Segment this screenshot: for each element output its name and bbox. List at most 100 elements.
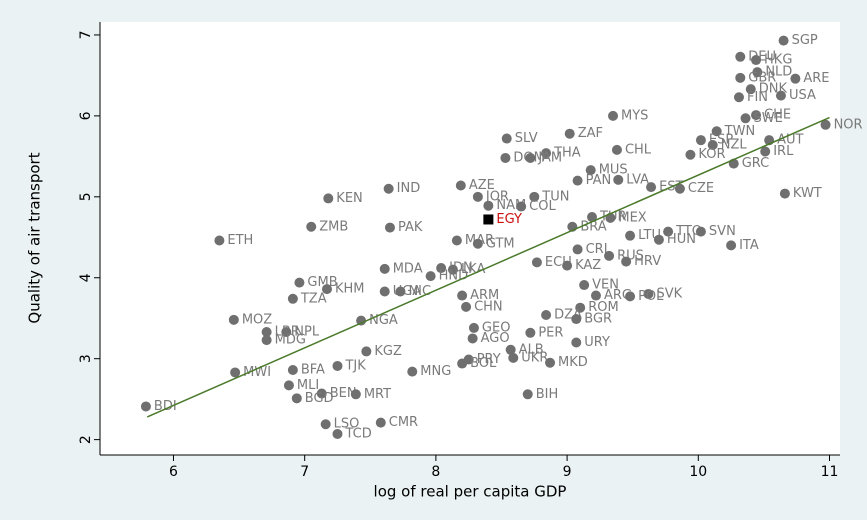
point xyxy=(350,389,361,400)
point-label: USA xyxy=(789,88,816,103)
point xyxy=(541,309,552,320)
point xyxy=(711,126,722,137)
point xyxy=(707,140,718,151)
point xyxy=(283,380,294,391)
point-label: PRY xyxy=(477,352,501,367)
point xyxy=(361,346,372,357)
point xyxy=(695,135,706,146)
point xyxy=(751,110,762,121)
point-label: NLD xyxy=(765,65,792,80)
point xyxy=(735,72,746,83)
point xyxy=(332,428,343,439)
point xyxy=(140,401,151,412)
point-label: TJK xyxy=(344,358,366,373)
point-label: COL xyxy=(529,199,556,214)
point-label: ARM xyxy=(470,288,499,303)
point-label: NZL xyxy=(721,138,748,153)
point xyxy=(522,389,533,400)
point-label: KAZ xyxy=(575,258,601,273)
point xyxy=(436,263,447,274)
point xyxy=(531,257,542,268)
highlight-label: EGY xyxy=(496,212,522,227)
point-label: BOL xyxy=(470,356,497,371)
point xyxy=(505,344,516,355)
point-label: BGD xyxy=(305,391,334,406)
point-label: THA xyxy=(553,146,581,161)
point xyxy=(525,327,536,338)
point-label: KGZ xyxy=(374,344,402,359)
point xyxy=(500,152,511,163)
point xyxy=(287,365,298,376)
point-label: BGR xyxy=(584,312,612,327)
point xyxy=(228,314,239,325)
point xyxy=(643,288,654,299)
point xyxy=(457,358,468,369)
point-label: NGA xyxy=(369,313,398,328)
point-label: LKA xyxy=(461,262,486,277)
point xyxy=(261,335,272,346)
point-label: MEX xyxy=(618,210,646,225)
point xyxy=(653,234,664,245)
point xyxy=(375,417,386,428)
point-label: LSO xyxy=(334,417,360,432)
y-tick-label: 2 xyxy=(78,435,94,444)
point xyxy=(587,212,598,223)
point xyxy=(516,201,527,212)
point-label: ARG xyxy=(604,288,632,303)
point-label: CHL xyxy=(625,142,652,157)
point-label: AUT xyxy=(777,133,803,148)
point xyxy=(291,393,302,404)
y-tick-label: 7 xyxy=(78,30,94,39)
x-tick-label: 11 xyxy=(821,464,839,480)
point xyxy=(625,291,636,302)
point xyxy=(778,35,789,46)
point xyxy=(760,146,771,157)
point xyxy=(483,200,494,211)
point-label: GBR xyxy=(748,70,776,85)
point xyxy=(545,357,556,368)
point-label: NOR xyxy=(834,117,863,132)
y-tick-label: 6 xyxy=(78,111,94,120)
point xyxy=(356,315,367,326)
point-label: MKD xyxy=(558,355,588,370)
point-label: KOR xyxy=(698,147,725,162)
point xyxy=(472,238,483,249)
point-label: BRA xyxy=(580,219,606,234)
point xyxy=(585,165,596,176)
point xyxy=(508,352,519,363)
point xyxy=(214,235,225,246)
point-label: CZE xyxy=(688,181,714,196)
point xyxy=(306,221,317,232)
point-label: PAK xyxy=(398,220,423,235)
point-label: TZA xyxy=(300,291,327,306)
point-label: PER xyxy=(538,325,563,340)
point-label: ALB xyxy=(519,342,544,357)
point-label: TCD xyxy=(344,426,371,441)
x-tick-label: 8 xyxy=(431,464,440,480)
point xyxy=(467,333,478,344)
point-label: MUS xyxy=(599,163,628,178)
point xyxy=(294,277,305,288)
point-label: NPL xyxy=(294,324,320,339)
point-label: AGO xyxy=(481,331,510,346)
point-label: LVA xyxy=(626,172,649,187)
point xyxy=(733,92,744,103)
point-label: VEN xyxy=(592,278,619,293)
point xyxy=(321,284,332,295)
point-label: GRC xyxy=(742,156,770,171)
point xyxy=(468,322,479,333)
point-label: MLI xyxy=(297,378,319,393)
point xyxy=(740,113,751,124)
point-label: ROM xyxy=(588,300,618,315)
point-label: BDI xyxy=(154,399,177,414)
point-label: HND xyxy=(439,269,469,284)
point xyxy=(320,419,331,430)
point xyxy=(726,240,737,251)
x-tick-label: 7 xyxy=(300,464,309,480)
point xyxy=(472,191,483,202)
point-label: GEO xyxy=(482,320,511,335)
point xyxy=(779,188,790,199)
point xyxy=(625,230,636,241)
point xyxy=(775,90,786,101)
